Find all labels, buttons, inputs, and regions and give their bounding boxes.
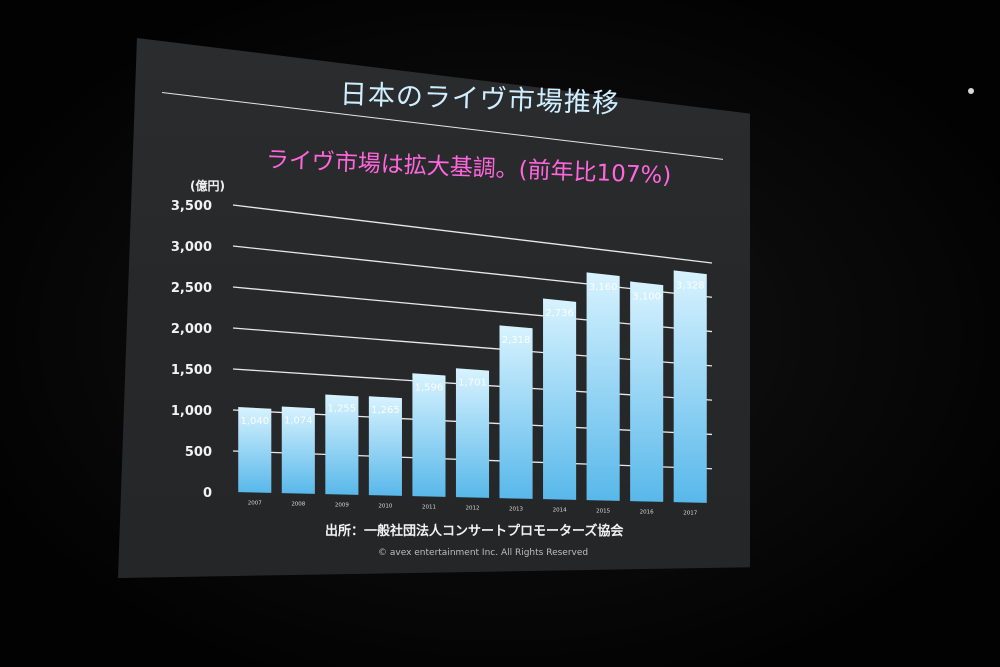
x-tick-label: 2009 [335, 503, 349, 509]
bar [238, 406, 272, 493]
bar-value-label: 1,701 [458, 377, 487, 388]
x-tick-label: 2012 [466, 506, 480, 512]
y-tick-label: 500 [185, 445, 212, 460]
bar [281, 406, 315, 494]
bar-value-label: 2,736 [545, 308, 574, 319]
y-tick-label: 1,500 [171, 363, 212, 378]
bar [499, 325, 533, 499]
x-axis-ticks: 2007 2008 2009 2010 2011 2012 2013 2014 2015 2016… [248, 501, 698, 517]
y-tick-label: 3,500 [171, 199, 212, 214]
bar [455, 368, 490, 498]
x-tick-label: 2014 [553, 508, 567, 514]
y-tick-label: 1,000 [171, 404, 212, 419]
bar-value-label: 3,100 [632, 291, 661, 302]
x-tick-label: 2015 [596, 509, 610, 515]
bar-value-label: 1,596 [415, 382, 444, 393]
y-tick-label: 0 [203, 486, 212, 501]
bar-value-label: 3,328 [676, 280, 705, 291]
x-tick-label: 2017 [683, 511, 697, 517]
y-tick-label: 3,000 [171, 240, 212, 255]
bar-value-label: 1,074 [284, 415, 313, 426]
y-axis-unit: (億円) [190, 179, 225, 193]
bar-value-label: 2,318 [502, 335, 531, 346]
bar [630, 281, 664, 502]
x-tick-label: 2007 [248, 501, 262, 507]
copyright-notice: © avex entertainment Inc. All Rights Res… [378, 548, 589, 558]
y-tick-label: 2,500 [171, 281, 212, 296]
bar-value-label: 3,160 [589, 282, 618, 293]
bar [586, 272, 620, 501]
y-tick-label: 2,000 [171, 322, 212, 337]
bar [543, 298, 577, 500]
bar-value-label: 1,040 [240, 416, 269, 427]
bar-value-label: 1,265 [371, 405, 400, 416]
bar [325, 394, 359, 495]
bar [412, 373, 446, 497]
bar-value-labels: 1,040 1,074 1,255 1,265 1,596 1,701 2,318 2,736… [240, 280, 704, 427]
x-tick-label: 2010 [378, 504, 392, 510]
bar [368, 396, 402, 496]
bars [238, 270, 707, 503]
ceiling-light [968, 88, 974, 94]
x-tick-label: 2011 [422, 505, 436, 511]
source-note: 出所：一般社団法人コンサートプロモーターズ協会 [325, 524, 624, 539]
x-tick-label: 2016 [640, 510, 654, 516]
bar-value-label: 1,255 [328, 403, 357, 414]
gridline [232, 204, 713, 264]
y-axis-ticks: 0 500 1,000 1,500 2,000 2,500 3,000 3,500 [171, 199, 212, 501]
bar [673, 270, 707, 503]
x-tick-label: 2013 [509, 507, 523, 513]
x-tick-label: 2008 [291, 502, 305, 508]
